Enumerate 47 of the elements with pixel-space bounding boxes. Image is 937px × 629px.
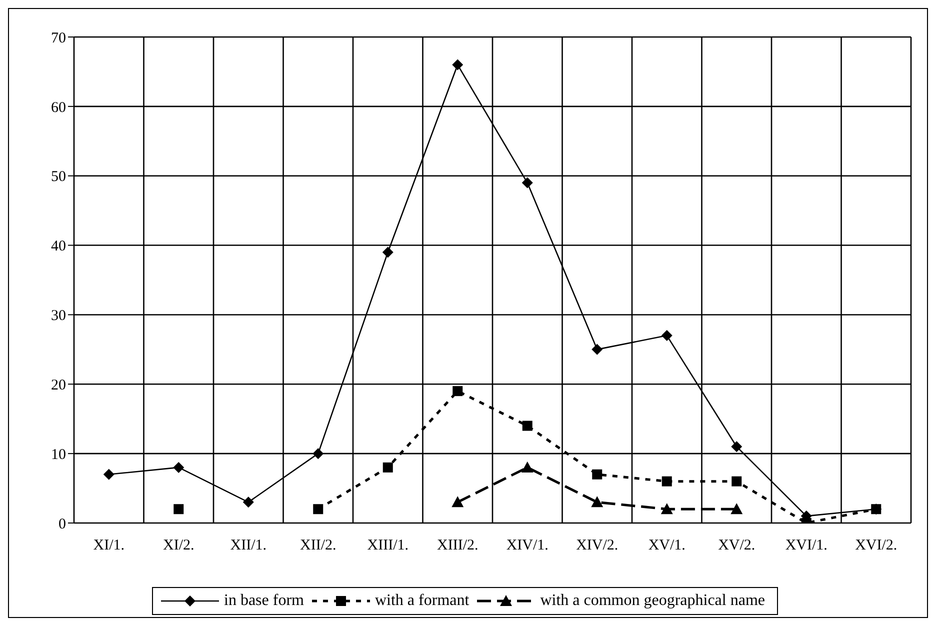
point (174, 504, 184, 514)
point (732, 476, 742, 486)
point (592, 344, 603, 355)
x-tick-label: XII/1. (230, 538, 266, 554)
point (312, 448, 324, 460)
y-tick-label: 60 (51, 100, 66, 116)
y-tick-label: 70 (51, 30, 66, 46)
x-tick-label: XI/2. (163, 538, 194, 554)
x-tick-label: XIV/2. (576, 538, 618, 554)
y-tick-label: 50 (51, 169, 66, 186)
point (452, 496, 464, 508)
x-tick-label: XII/2. (300, 538, 336, 554)
point (660, 503, 673, 514)
point (522, 177, 533, 188)
point (452, 386, 463, 396)
point (382, 246, 394, 258)
legend-label: with a formant (374, 592, 470, 610)
point (592, 469, 602, 480)
x-tick-label: XVI/1. (785, 538, 828, 554)
x-tick-label: XI/1. (93, 538, 124, 554)
point (521, 461, 534, 472)
y-tick-label: 10 (51, 446, 66, 463)
y-tick-label: 20 (51, 377, 66, 394)
x-tick-label: XV/1. (648, 538, 686, 554)
legend-label: in base form (224, 592, 304, 610)
point (173, 462, 184, 473)
point (452, 59, 464, 70)
point (313, 504, 324, 514)
point (871, 504, 882, 514)
point (382, 462, 393, 472)
y-tick-label: 0 (58, 516, 66, 532)
point (731, 441, 742, 452)
legend-label: with a common geographical name (540, 592, 765, 610)
point (661, 330, 672, 342)
point (103, 468, 114, 480)
x-tick-label: XIII/2. (437, 538, 478, 554)
point (522, 420, 532, 431)
point (591, 496, 604, 508)
point (662, 476, 672, 486)
point (242, 496, 254, 508)
x-tick-label: XIII/1. (367, 538, 408, 554)
y-tick-label: 40 (51, 238, 66, 255)
y-tick-label: 30 (51, 308, 66, 324)
x-tick-label: XVI/2. (855, 538, 898, 554)
x-tick-label: XIV/1. (506, 538, 548, 554)
x-tick-label: XV/2. (718, 538, 756, 554)
point (730, 503, 743, 514)
